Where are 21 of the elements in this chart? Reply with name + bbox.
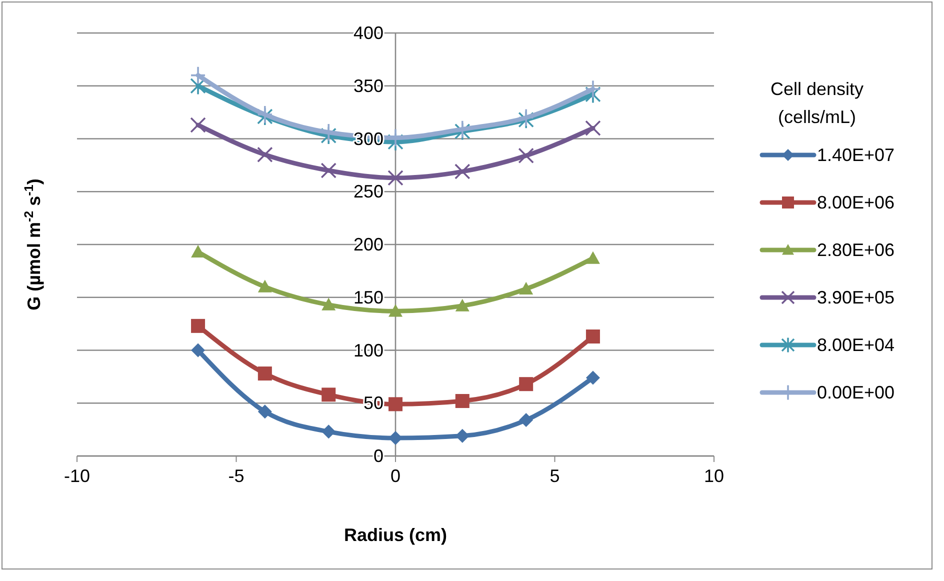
legend-title: Cell density (cells/mL)	[770, 79, 864, 127]
y-tick-label: 100	[353, 340, 384, 360]
y-tick-label: 200	[353, 234, 384, 254]
legend-label: 8.00E+06	[817, 192, 895, 212]
x-tick-label: -10	[64, 466, 90, 486]
x-tick-label: -5	[228, 466, 244, 486]
legend-label: 0.00E+00	[817, 382, 895, 402]
legend-label: 2.80E+06	[817, 240, 895, 260]
y-tick-label: 350	[353, 76, 384, 96]
x-tick-label: 5	[550, 466, 560, 486]
y-tick-label: 400	[353, 23, 384, 43]
x-axis-title: Radius (cm)	[344, 525, 448, 545]
legend-label: 8.00E+04	[817, 335, 895, 355]
y-tick-label: 300	[353, 128, 384, 149]
x-tick-label: 10	[704, 466, 724, 486]
legend-label: 3.90E+05	[817, 288, 895, 308]
y-tick-label: 150	[353, 287, 384, 308]
y-tick-label: 250	[353, 182, 384, 202]
legend-label: 1.40E+07	[817, 145, 895, 165]
x-tick-label: 0	[390, 466, 401, 486]
y-tick-label: 0	[373, 446, 384, 466]
